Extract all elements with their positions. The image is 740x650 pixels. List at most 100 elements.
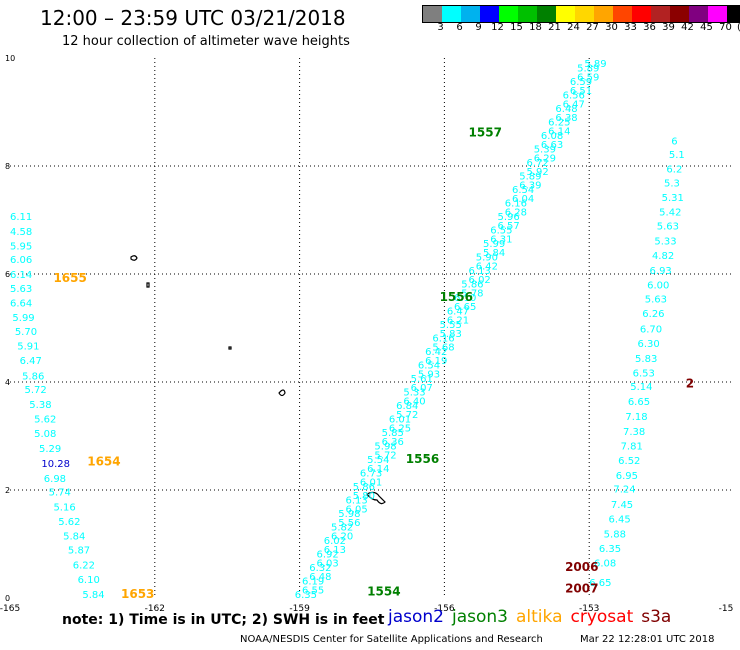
swh-value: 6.38 bbox=[555, 113, 577, 124]
scale-swatch bbox=[518, 6, 537, 22]
pass-number: 2007 bbox=[565, 582, 598, 596]
swh-value: 6.26 bbox=[642, 309, 664, 320]
swh-value: 6.13 bbox=[324, 545, 346, 556]
swh-value: 5.90 bbox=[476, 253, 498, 264]
swh-value: 5.86 bbox=[22, 371, 44, 382]
swh-value: 6.14 bbox=[548, 127, 570, 138]
swh-value: 6.08 bbox=[594, 559, 616, 570]
pass-labels: 1653 1654 1655 1554 1556 1556 1557 2006 2007 2 bbox=[53, 125, 694, 601]
swh-value: 6.93 bbox=[650, 266, 672, 277]
swh-value: 6.65 bbox=[628, 397, 650, 408]
scale-swatch bbox=[708, 6, 727, 22]
swh-value: 6.48 bbox=[555, 104, 577, 115]
swh-value: 5.84 bbox=[82, 590, 104, 601]
swh-value: 5.63 bbox=[645, 295, 667, 306]
x-tick-label: -159 bbox=[289, 604, 310, 614]
swh-value: 6.05 bbox=[345, 505, 367, 516]
swh-value: 5.63 bbox=[10, 284, 32, 295]
swh-value: 7.18 bbox=[625, 412, 647, 423]
scale-swatch bbox=[423, 6, 442, 22]
swh-value: 6.53 bbox=[633, 369, 655, 380]
swh-value: 6.45 bbox=[609, 514, 631, 525]
y-tick-label: 8 bbox=[5, 162, 10, 171]
swh-value: 5.74 bbox=[49, 487, 71, 498]
swh-value: 6.56 bbox=[563, 91, 585, 102]
pass-number: 1556 bbox=[406, 452, 439, 466]
swh-value: 6.64 bbox=[10, 298, 32, 309]
swh-value: 5.33 bbox=[654, 236, 676, 247]
swh-value: 5.92 bbox=[526, 167, 548, 178]
swh-value: 6.08 bbox=[541, 131, 563, 142]
scale-label: 9 bbox=[475, 22, 482, 33]
scale-swatch bbox=[613, 6, 632, 22]
x-tick-label: -162 bbox=[145, 604, 165, 614]
swh-value: 5.16 bbox=[53, 503, 75, 514]
scale-swatch bbox=[575, 6, 594, 22]
swh-value: 6.28 bbox=[505, 208, 527, 219]
swh-value: 6.04 bbox=[512, 194, 534, 205]
satellite-legend: jason2 jason3 altika cryosat s3a bbox=[388, 607, 679, 627]
x-tick-label: -15 bbox=[719, 604, 734, 614]
swh-value: 6.10 bbox=[454, 293, 476, 304]
swh-value: 10.28 bbox=[41, 459, 70, 470]
swh-value: 6.03 bbox=[316, 559, 338, 570]
footer-timestamp: Mar 22 12:28:01 UTC 2018 bbox=[580, 634, 715, 645]
pass-number: 2 bbox=[686, 376, 694, 390]
swh-value: 6.02 bbox=[324, 536, 346, 547]
swh-value: 6.16 bbox=[432, 334, 454, 345]
swh-value: 6.65 bbox=[589, 578, 611, 589]
scale-label: 27 bbox=[586, 22, 599, 33]
scale-label: 18 bbox=[529, 22, 542, 33]
swh-value: 5.55 bbox=[440, 320, 462, 331]
scale-swatch bbox=[442, 6, 461, 22]
swh-value: 6.57 bbox=[497, 221, 519, 232]
swh-value: 5.70 bbox=[15, 327, 37, 338]
pass-number: 1556 bbox=[440, 290, 473, 304]
scale-swatch bbox=[727, 6, 740, 22]
swh-value: 5.72 bbox=[374, 451, 396, 462]
swh-value: 6.52 bbox=[618, 456, 640, 467]
swh-value: 6.25 bbox=[389, 424, 411, 435]
swh-value: 6.55 bbox=[302, 586, 324, 597]
swh-value: 6.51 bbox=[570, 86, 592, 97]
axis-ticks: -165 -162 -159 -156 -153 -15 0 2 4 6 8 10 bbox=[0, 54, 733, 614]
swh-value: 6.63 bbox=[541, 140, 563, 151]
swh-value: 6.01 bbox=[360, 478, 382, 489]
swh-value: 6.42 bbox=[425, 347, 447, 358]
swh-value: 5.61 bbox=[411, 374, 433, 385]
swh-value: 6.70 bbox=[640, 324, 662, 335]
island-outline bbox=[146, 282, 150, 288]
y-tick-label: 10 bbox=[5, 54, 15, 63]
swh-value: 5.91 bbox=[17, 342, 39, 353]
altimeter-tracks: 5.846.106.225.875.845.625.165.746.9810.2… bbox=[10, 59, 685, 601]
swh-value: 5.88 bbox=[604, 530, 626, 541]
swh-value: 5.98 bbox=[374, 442, 396, 453]
swh-value: 6.47 bbox=[563, 100, 585, 111]
swh-value: 6.73 bbox=[360, 469, 382, 480]
swh-value: 5.89 bbox=[584, 59, 606, 70]
swh-value: 5.96 bbox=[497, 212, 519, 223]
scale-label: 33 bbox=[624, 22, 637, 33]
island-outline bbox=[130, 255, 138, 261]
legend-jason3: jason3 bbox=[452, 607, 508, 627]
island-outlines bbox=[130, 255, 386, 505]
swh-value: 6.07 bbox=[411, 383, 433, 394]
x-tick-label: -165 bbox=[0, 604, 20, 614]
swh-value: 6.32 bbox=[309, 563, 331, 574]
swh-value: 6.31 bbox=[490, 235, 512, 246]
swh-value: 5.72 bbox=[24, 385, 46, 396]
scale-label: 30 bbox=[605, 22, 618, 33]
swh-value: 6.13 bbox=[469, 266, 491, 277]
x-tick-label: -156 bbox=[434, 604, 455, 614]
legend-altika: altika bbox=[516, 607, 563, 627]
swh-value: 6.13 bbox=[345, 496, 367, 507]
scale-label: 12 bbox=[491, 22, 504, 33]
island-outline bbox=[228, 346, 232, 350]
swh-value: 6.00 bbox=[647, 281, 669, 292]
swh-value: 6.20 bbox=[331, 532, 353, 543]
swh-value: 6.14 bbox=[10, 270, 32, 281]
swh-value: 5.29 bbox=[39, 444, 61, 455]
swh-value: 5.63 bbox=[657, 222, 679, 233]
